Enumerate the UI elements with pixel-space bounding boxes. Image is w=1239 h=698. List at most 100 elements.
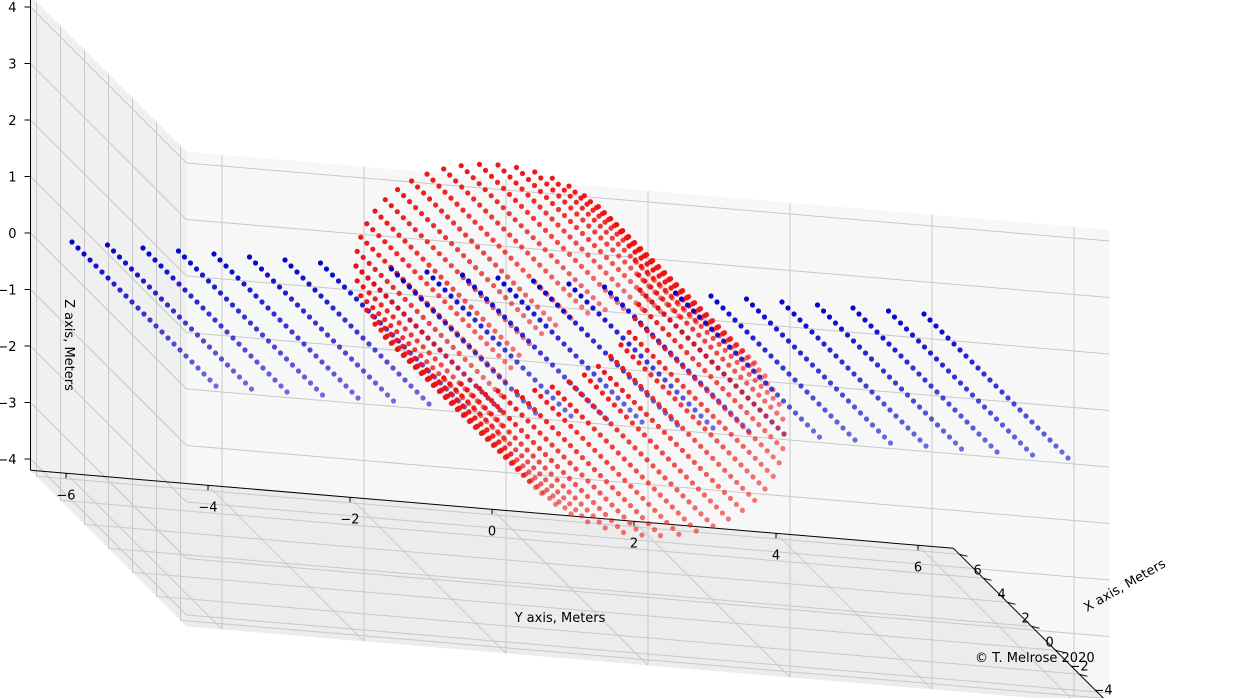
plane-point	[520, 365, 526, 371]
plane-point	[331, 371, 337, 377]
cylinder-point	[490, 237, 496, 243]
cylinder-point	[561, 454, 567, 460]
cylinder-point	[364, 299, 370, 305]
cylinder-point	[460, 317, 466, 323]
cylinder-point	[715, 483, 722, 489]
cylinder-point	[673, 441, 680, 447]
plane-point	[952, 440, 959, 446]
cylinder-point	[409, 357, 415, 363]
plane-point	[147, 317, 153, 323]
grid-line	[30, 176, 187, 333]
grid-line	[186, 219, 1110, 298]
cylinder-point	[720, 356, 726, 362]
cylinder-point	[515, 307, 521, 313]
plane-point	[347, 290, 354, 296]
plane-point	[271, 344, 278, 350]
plane-point	[969, 359, 975, 365]
cylinder-point	[572, 385, 578, 391]
plane-point	[341, 284, 348, 290]
cylinder-point	[470, 175, 476, 181]
cylinder-point	[426, 350, 432, 356]
plane-point	[182, 287, 188, 293]
plane-point	[188, 293, 194, 299]
cylinder-point	[622, 259, 628, 265]
cylinder-point	[475, 244, 481, 250]
plane-point	[862, 317, 868, 323]
cylinder-point	[628, 483, 634, 489]
cylinder-point	[454, 201, 460, 207]
plane-point	[857, 410, 864, 416]
cylinder-point	[649, 417, 656, 423]
cylinder-point	[425, 217, 431, 223]
plane-point	[436, 281, 442, 287]
cylinder-point	[650, 463, 656, 469]
plane-point	[69, 239, 75, 245]
cylinder-point	[472, 329, 478, 335]
cylinder-point	[668, 371, 674, 377]
cylinder-point	[690, 326, 696, 332]
cylinder-point	[414, 338, 420, 344]
cylinder-point	[501, 435, 507, 441]
plane-point	[590, 305, 596, 311]
cylinder-point	[658, 513, 664, 519]
cylinder-point	[615, 241, 621, 247]
plane-point	[976, 431, 982, 437]
cylinder-point	[679, 447, 686, 453]
plane-point	[768, 386, 775, 392]
plane-point	[259, 299, 265, 305]
cylinder-point	[722, 406, 728, 412]
plane-point	[496, 374, 503, 380]
cylinder-point	[732, 368, 738, 374]
cylinder-point	[549, 425, 556, 431]
plane-point	[223, 296, 230, 302]
cylinder-point	[527, 319, 533, 325]
plane-point	[513, 326, 520, 332]
cylinder-point	[756, 422, 762, 428]
cylinder-point	[501, 394, 507, 400]
cylinder-point	[632, 316, 638, 322]
plane-point	[698, 413, 704, 419]
y-tick-label: 4	[772, 548, 780, 563]
cylinder-point	[602, 511, 609, 518]
x-tick-label: −2	[1070, 659, 1089, 674]
plane-point	[466, 344, 473, 350]
cylinder-point	[618, 229, 624, 235]
plane-point	[288, 296, 295, 302]
cylinder-point	[633, 509, 640, 515]
cylinder-point	[561, 212, 568, 219]
cylinder-point	[750, 416, 756, 422]
cylinder-point	[467, 259, 473, 265]
cylinder-point	[476, 161, 483, 167]
cylinder-point	[474, 368, 480, 374]
cylinder-point	[584, 493, 591, 500]
plane-point	[809, 362, 816, 368]
cylinder-point	[370, 227, 376, 233]
cylinder-point	[602, 525, 608, 531]
cylinder-point	[414, 250, 420, 256]
cylinder-point	[703, 471, 710, 477]
cylinder-point	[744, 468, 750, 474]
cylinder-point	[415, 363, 421, 369]
plane-point	[324, 299, 330, 305]
plane-point	[856, 344, 863, 350]
cylinder-point	[376, 311, 382, 317]
plane-point	[193, 266, 200, 272]
plane-point	[307, 347, 313, 353]
plane-point	[963, 386, 970, 392]
cylinder-point	[506, 415, 513, 422]
plane-point	[105, 275, 111, 281]
plane-point	[532, 377, 538, 383]
plane-point	[917, 437, 923, 443]
cylinder-point	[549, 442, 555, 448]
plane-point	[915, 338, 922, 344]
plane-point	[774, 359, 780, 365]
plane-point	[300, 308, 307, 314]
plane-point	[880, 368, 887, 374]
cylinder-point	[573, 240, 579, 246]
cylinder-point	[632, 445, 638, 451]
cylinder-point	[395, 346, 401, 352]
cylinder-point	[707, 498, 714, 504]
cylinder-point	[458, 381, 464, 387]
plane-point	[910, 365, 916, 371]
plane-point	[644, 359, 650, 365]
